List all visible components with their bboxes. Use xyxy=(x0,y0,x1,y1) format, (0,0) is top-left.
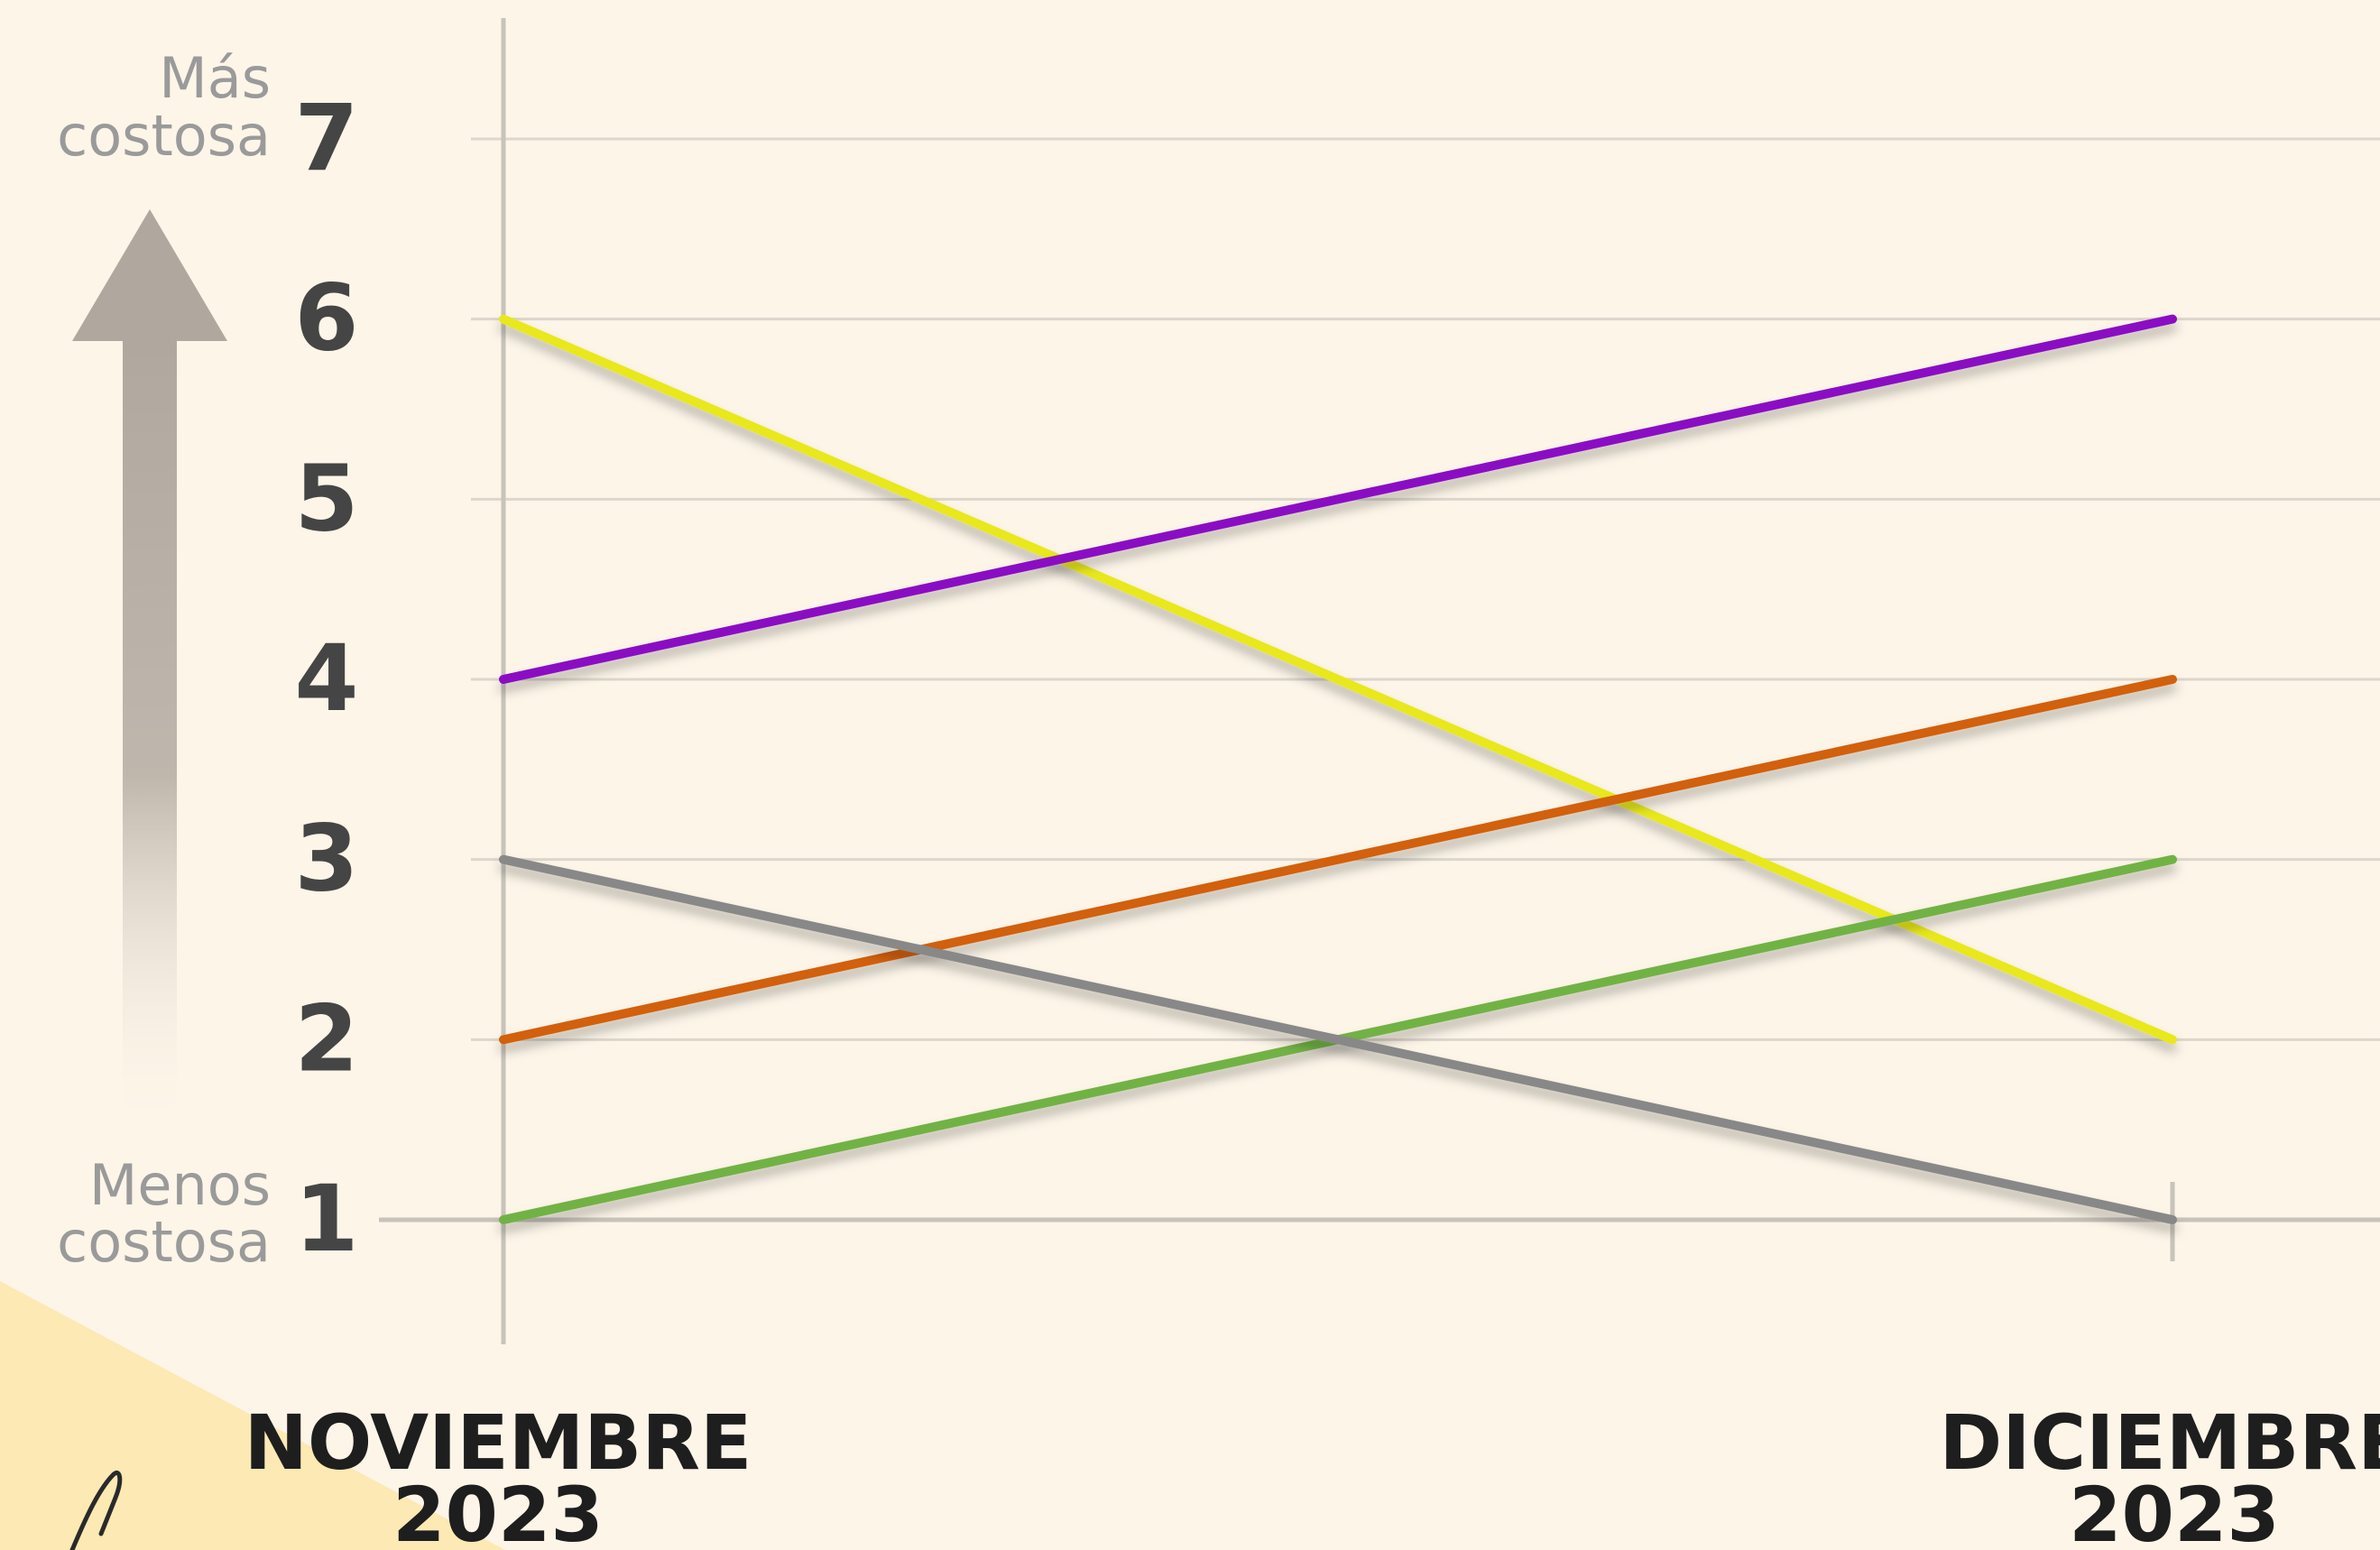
axes xyxy=(379,18,2380,1344)
series-line-7 xyxy=(499,854,2177,1224)
y-tick-labels: 1 2 3 4 5 6 7 xyxy=(295,85,359,1273)
y-tick-5: 5 xyxy=(295,445,359,552)
cost-arrow-head xyxy=(72,209,227,341)
x-label-diciembre-month: DICIEMBRE xyxy=(1940,1398,2380,1487)
series-line-5 xyxy=(499,675,2177,1045)
y-top-note-line1: Más xyxy=(159,45,271,111)
y-bottom-note-line2: costosa xyxy=(57,1209,271,1275)
y-tick-4: 4 xyxy=(295,625,359,733)
x-label-noviembre-month: NOVIEMBRE xyxy=(244,1398,752,1487)
cost-arrow xyxy=(72,209,227,1133)
gridlines xyxy=(471,137,2380,1041)
y-tick-6: 6 xyxy=(295,265,359,373)
y-tick-3: 3 xyxy=(295,806,359,913)
x-label-noviembre-year: 2023 xyxy=(392,1471,604,1550)
series-lines xyxy=(499,134,2177,1224)
y-bottom-note-line1: Menos xyxy=(89,1152,271,1218)
y-top-note-line2: costosa xyxy=(57,103,271,169)
y-tick-7: 7 xyxy=(295,85,359,192)
corner-decoration xyxy=(0,1281,505,1550)
y-tick-2: 2 xyxy=(295,985,359,1093)
pen-stroke-decoration xyxy=(69,1471,123,1550)
cost-arrow-shaft xyxy=(123,339,177,1133)
y-tick-1: 1 xyxy=(295,1166,359,1273)
x-label-diciembre-year: 2023 xyxy=(2069,1471,2280,1550)
